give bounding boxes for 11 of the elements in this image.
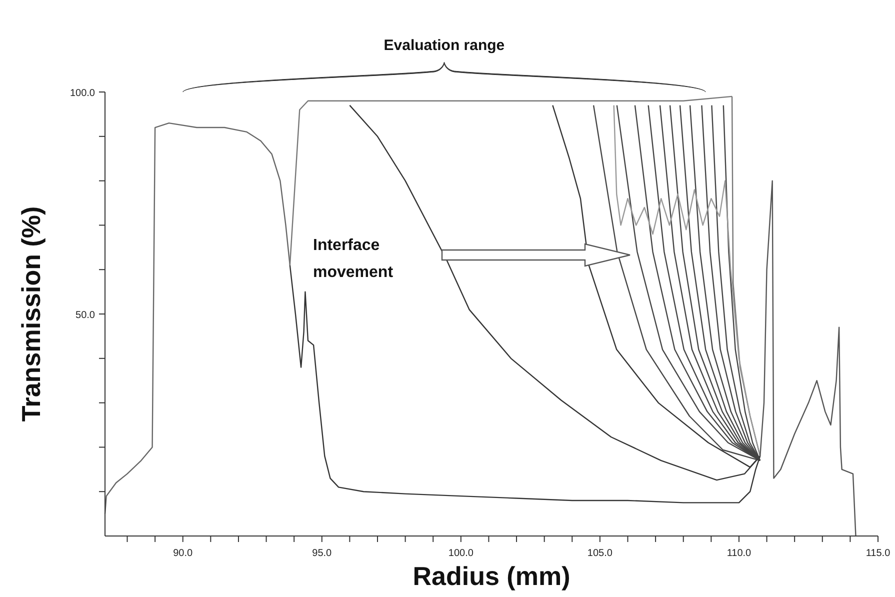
x-tick-label: 110.0 [726, 548, 752, 559]
x-axis-title: Radius (mm) [412, 561, 570, 591]
y-tick-label: 50.0 [76, 310, 96, 321]
y-axis-title: Transmission (%) [16, 206, 46, 422]
x-tick-label: 105.0 [587, 548, 613, 559]
x-tick-label: 95.0 [312, 548, 332, 559]
annotation: Interface movement [313, 237, 394, 281]
x-tick-label: 115.0 [866, 548, 891, 559]
x-tick-label: 100.0 [448, 548, 474, 559]
text: Evaluation range [384, 37, 505, 54]
x-tick-label: 90.0 [173, 548, 194, 559]
